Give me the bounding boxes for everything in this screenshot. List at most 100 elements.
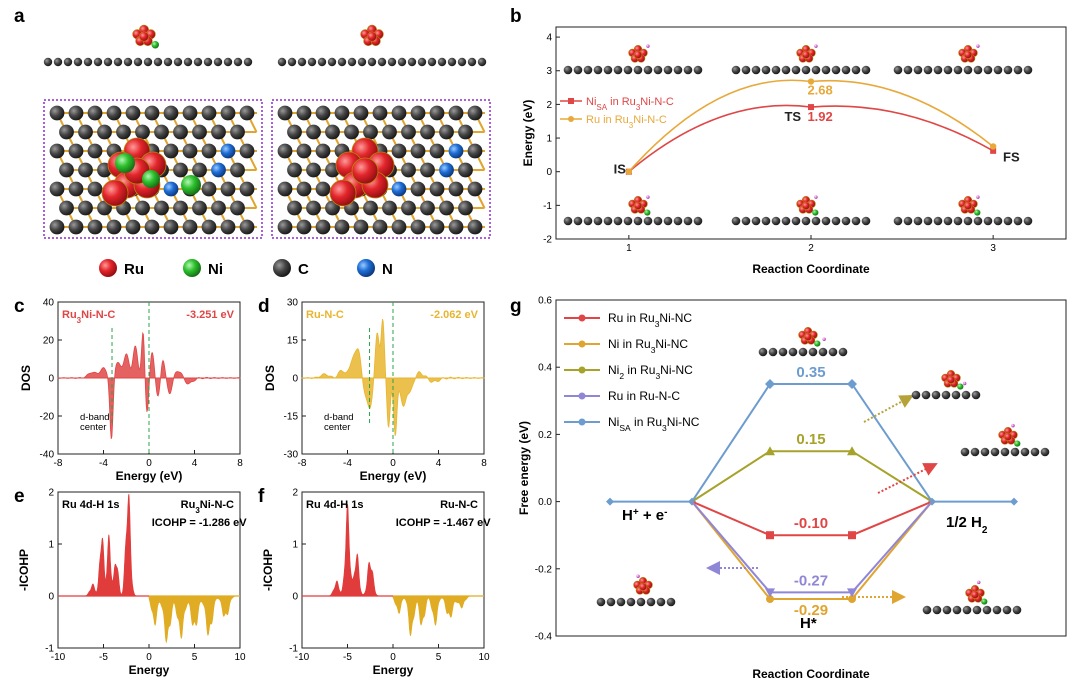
carbon-atom (791, 216, 801, 226)
carbon-atom (467, 219, 483, 235)
ruthenium-atom (633, 50, 643, 59)
material-sub: 3 (77, 316, 82, 325)
carbon-atom (410, 219, 426, 235)
carbon-atom (144, 219, 160, 235)
x-tick-label: -8 (298, 458, 307, 469)
carbon-atom (277, 219, 293, 235)
carbon-atom (325, 124, 340, 140)
carbon-atom (666, 597, 676, 607)
carbon-atom (1020, 447, 1030, 457)
ruthenium-atom (946, 375, 956, 384)
annotation-2: 1.92 (807, 109, 832, 124)
data-point-2-0 (765, 446, 775, 456)
legend-marker-0 (578, 314, 586, 322)
legend-label-0: NiSA in Ru3Ni-N-C (586, 96, 674, 112)
legend-name-end: Ni-NC (667, 415, 700, 429)
carbon-atom (347, 57, 357, 67)
carbon-atom (563, 65, 573, 75)
material-sub: 3 (195, 506, 200, 515)
carbon-atom (448, 105, 464, 121)
carbon-atom (922, 605, 932, 615)
dotted-arrow-red (877, 463, 938, 494)
carbon-atom (1003, 216, 1013, 226)
data-point-2-1 (847, 446, 857, 456)
carbon-atom (439, 200, 454, 216)
data-point-3-1 (847, 588, 857, 598)
y-tick-label: 30 (287, 298, 299, 309)
hydrogen-atom (1011, 423, 1015, 428)
data-point-1-0 (625, 168, 633, 175)
carbon-atom (154, 124, 169, 140)
antibonding-area (148, 595, 236, 644)
carbon-atom (173, 162, 188, 178)
nickel-atom (1014, 440, 1021, 447)
carbon-atom (613, 216, 623, 226)
chart-g-free-energy: -0.4 -0.2 0.0 0.2 0.4 0.6 Reaction Coordinate F… (517, 296, 1067, 681)
annotation-3: 2.68 (807, 82, 832, 97)
carbon-atom (287, 124, 302, 140)
legend-name-end: Ni-NC (660, 363, 693, 377)
carbon-atom (923, 216, 933, 226)
carbon-atom (1012, 605, 1022, 615)
y-tick-label: 2 (546, 100, 552, 111)
carbon-atom (144, 105, 160, 121)
carbon-atom (344, 124, 359, 140)
carbon-atom (220, 219, 236, 235)
carbon-atom (230, 124, 245, 140)
carbon-atom (315, 143, 331, 159)
nickel-atom (181, 175, 201, 195)
carbon-atom (781, 65, 791, 75)
carbon-atom (315, 105, 331, 121)
carbon-atom (913, 65, 923, 75)
carbon-atom (1013, 65, 1023, 75)
carbon-atom (960, 447, 970, 457)
carbon-atom (838, 347, 848, 357)
x-tick-label: 0 (390, 458, 396, 469)
ruthenium-atom (963, 50, 973, 59)
carbon-atom (87, 105, 103, 121)
legend-sub: 3 (655, 319, 660, 329)
hydrogen-atom (976, 44, 980, 48)
carbon-atom (828, 347, 838, 357)
antibonding-area (392, 595, 480, 637)
carbon-atom (818, 347, 828, 357)
carbon-atom (153, 57, 163, 67)
carbon-atom (173, 200, 188, 216)
carbon-atom (893, 65, 903, 75)
x-tick-label: 4 (192, 458, 198, 469)
endpoint-marker (1010, 497, 1018, 506)
carbon-atom (401, 162, 416, 178)
carbon-atom (277, 181, 293, 197)
ruthenium-atom (1003, 432, 1013, 441)
carbon-atom (761, 216, 771, 226)
y-tick-label: 20 (43, 336, 55, 347)
legend-atom-ru-icon (99, 259, 117, 277)
carbon-atom (841, 216, 851, 226)
hydrogen-atom (962, 381, 967, 386)
y-tick-label: 1 (48, 540, 54, 551)
carbon-atom (683, 216, 693, 226)
carbon-atom (1002, 605, 1012, 615)
carbon-atom (317, 57, 327, 67)
material-label: Ru-N-C (440, 499, 478, 511)
carbon-atom (801, 65, 811, 75)
carbon-atom (239, 181, 255, 197)
carbon-atom (49, 105, 65, 121)
carbon-atom (87, 219, 103, 235)
annotation-0: IS (614, 161, 627, 176)
data-point-0-1 (808, 104, 814, 111)
data-point-0-1 (848, 531, 856, 540)
carbon-atom (683, 65, 693, 75)
energy-label-3: -0.27 (794, 572, 828, 589)
carbon-atom (439, 124, 454, 140)
carbon-atom (903, 216, 913, 226)
legend-name: Ru in Ru-N-C (608, 389, 680, 403)
x-tick-label: 5 (436, 652, 442, 663)
carbon-atom (59, 162, 74, 178)
panel-label-g: g (510, 296, 522, 317)
state-label-intermediate: H* (800, 615, 817, 632)
carbon-atom (970, 447, 980, 457)
carbon-atom (778, 347, 788, 357)
carbon-atom (693, 216, 703, 226)
